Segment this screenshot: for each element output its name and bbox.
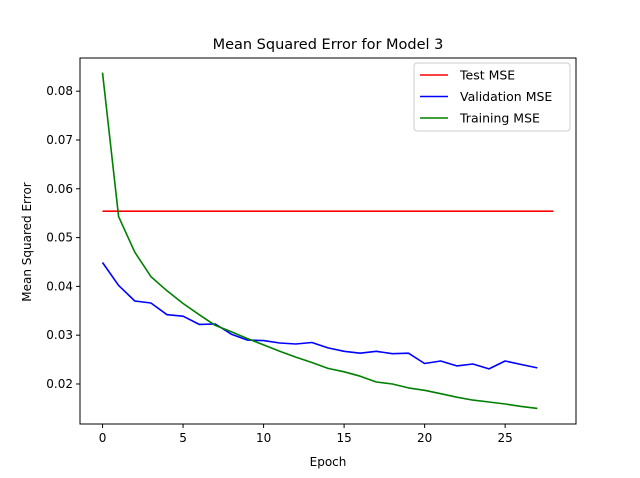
series-line-training-mse: [101, 72, 538, 410]
x-tick-label: 0: [99, 431, 107, 445]
y-tick-label: 0.03: [46, 328, 73, 342]
x-axis: 0 5 10 15 20 25: [99, 424, 513, 445]
y-axis: 0.02 0.03 0.04 0.05 0.06 0.07 0.08: [46, 84, 80, 391]
series-layer: [101, 72, 554, 410]
x-tick-label: 10: [256, 431, 271, 445]
legend-box: [413, 62, 571, 132]
y-tick-label: 0.08: [46, 84, 73, 98]
legend: Test MSE Validation MSE Training MSE: [413, 62, 571, 132]
x-tick-label: 20: [417, 431, 432, 445]
y-tick-label: 0.04: [46, 279, 73, 293]
y-axis-label: Mean Squared Error: [20, 182, 34, 302]
legend-label: Test MSE: [459, 68, 515, 83]
x-tick-label: 5: [179, 431, 187, 445]
series-line-validation-mse: [101, 262, 538, 370]
axes-frame: [79, 57, 577, 425]
y-tick-label: 0.07: [46, 133, 73, 147]
chart-title: Mean Squared Error for Model 3: [213, 37, 444, 53]
y-tick-label: 0.02: [46, 377, 73, 391]
x-tick-label: 25: [498, 431, 513, 445]
y-tick-label: 0.06: [46, 182, 73, 196]
y-tick-label: 0.05: [46, 231, 73, 245]
x-tick-label: 15: [336, 431, 351, 445]
legend-label: Validation MSE: [460, 89, 552, 104]
legend-label: Training MSE: [459, 111, 540, 126]
plot-area: [79, 57, 577, 425]
x-axis-label: Epoch: [310, 455, 347, 469]
